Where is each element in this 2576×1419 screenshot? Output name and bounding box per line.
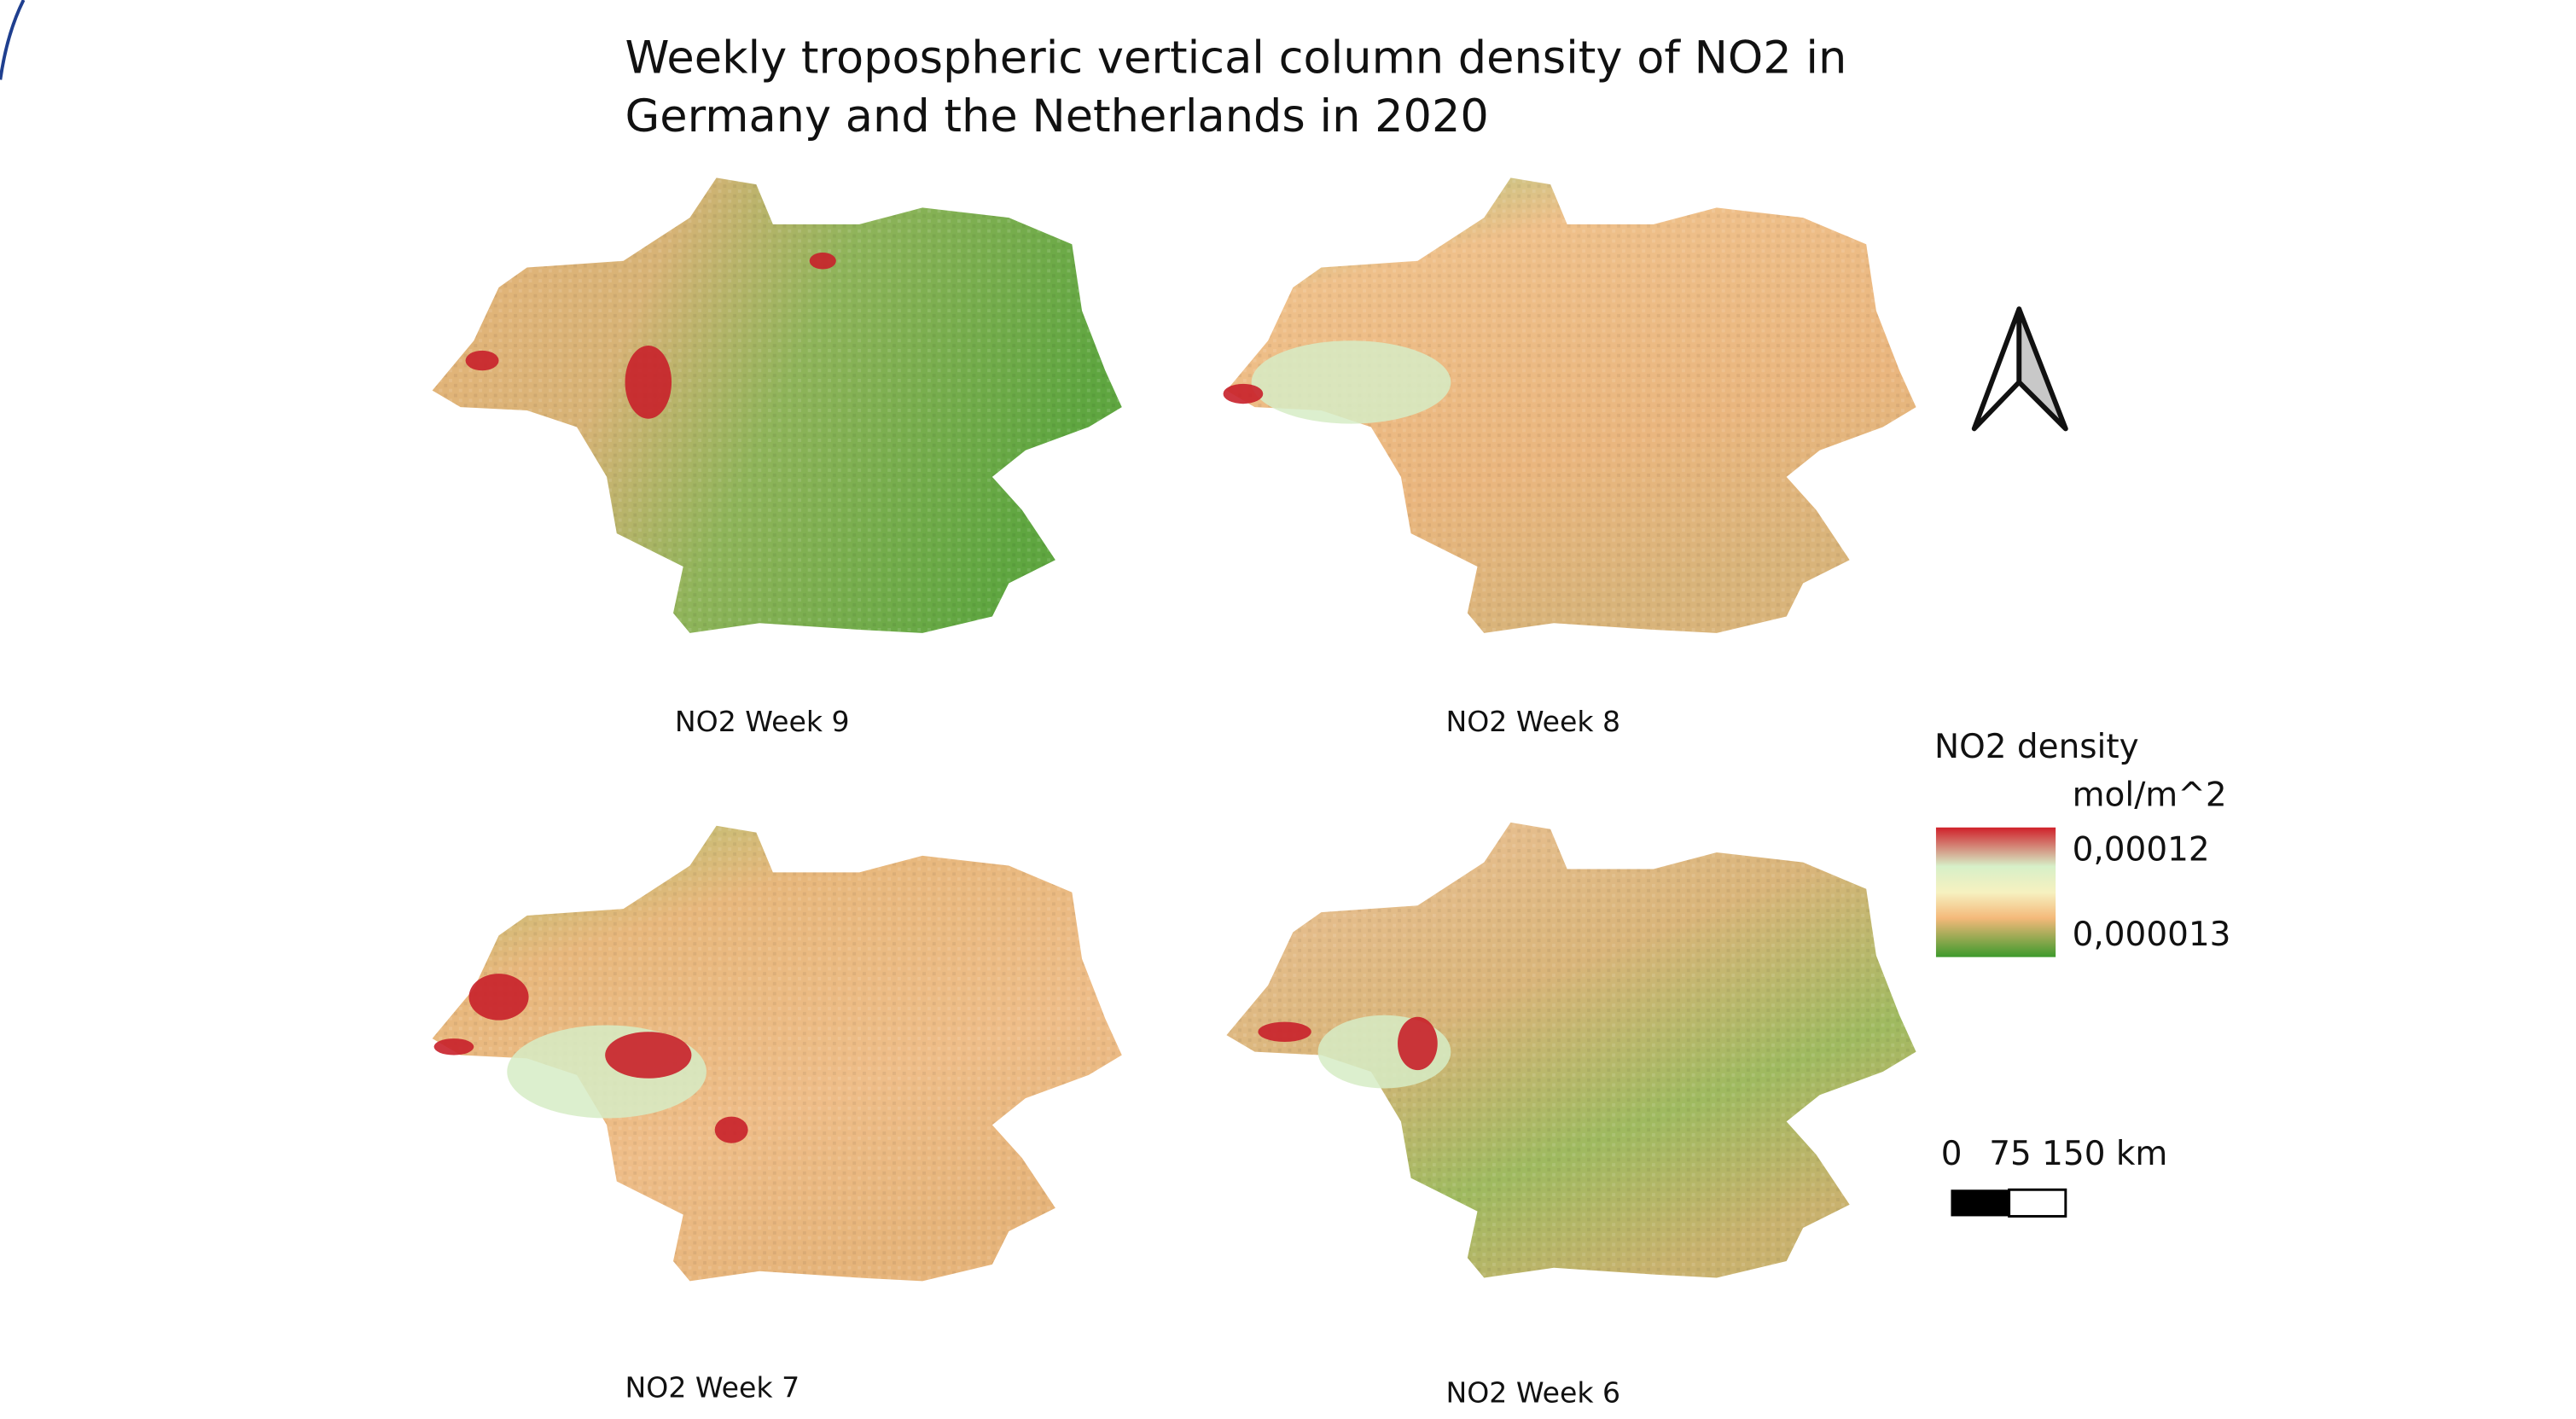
hotspot (625, 346, 672, 419)
map-panel (1224, 177, 1916, 633)
hotspot (434, 1038, 474, 1055)
hotspot (1224, 384, 1264, 404)
map-panel (1226, 823, 1916, 1278)
map-grid (433, 177, 1916, 1281)
map-panel (433, 177, 1122, 633)
slide-arc (0, 0, 23, 79)
hotspot (810, 253, 836, 269)
low-density-zone (1252, 340, 1451, 423)
map-panel (433, 826, 1122, 1282)
hotspot (1258, 1022, 1311, 1042)
map-label: NO2 Week 6 (1445, 1376, 1620, 1410)
title-line: Germany and the Netherlands in 2020 (625, 90, 1489, 142)
map-label: NO2 Week 9 (675, 705, 850, 738)
hotspot (466, 351, 499, 370)
map-label: NO2 Week 7 (625, 1371, 800, 1404)
hotspot (468, 974, 528, 1021)
legend-unit: mol/m^2 (2073, 776, 2227, 814)
raster-texture (433, 177, 1122, 633)
figure: Weekly tropospheric vertical column dens… (0, 0, 2576, 1419)
hotspot (715, 1117, 748, 1143)
hotspot (1398, 1017, 1438, 1070)
legend-max: 0,00012 (2073, 831, 2210, 869)
legend-title: NO2 density (1934, 728, 2139, 766)
scale-label: 0 (1941, 1135, 1963, 1173)
north-arrow (1974, 309, 2066, 428)
hotspot (605, 1032, 691, 1079)
scale-label: 75 150 km (1989, 1135, 2167, 1173)
legend-ramp (1936, 828, 2056, 957)
map-label: NO2 Week 8 (1445, 705, 1620, 738)
legend-min: 0,000013 (2073, 916, 2231, 954)
scale-bar (1951, 1189, 2065, 1216)
title-line: Weekly tropospheric vertical column dens… (625, 32, 1847, 84)
